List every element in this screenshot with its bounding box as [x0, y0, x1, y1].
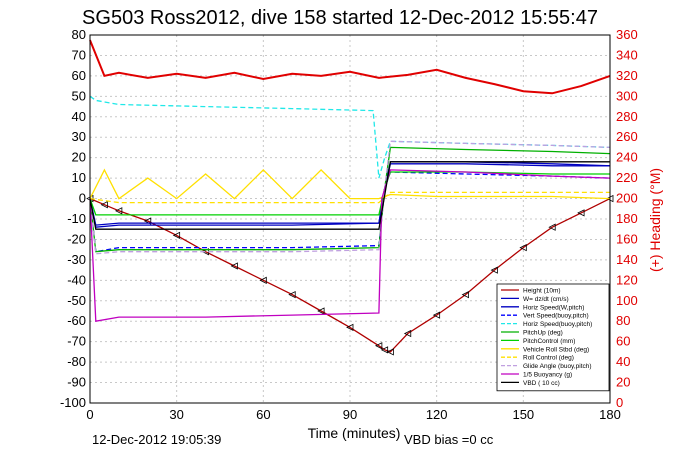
x-tick-label: 90 [343, 407, 357, 422]
y2-tick-label: 260 [616, 129, 638, 144]
legend-label-roll_control: Roll Control (deg) [523, 355, 574, 362]
x-tick-label: 120 [426, 407, 448, 422]
y2-tick-label: 140 [616, 252, 638, 267]
series-line-glide_angle [89, 140, 611, 255]
y-tick-label: 10 [72, 170, 86, 185]
y2-tick-label: 200 [616, 191, 638, 206]
height-marker [577, 209, 585, 217]
legend-label-horz_speed: Horiz Speed(W,pitch) [523, 304, 584, 311]
legend: Height (10m)W= dz/dt (cm/s)Horiz Speed(W… [496, 283, 610, 392]
y-tick-label: 0 [79, 191, 86, 206]
legend-label-pitch_up: PitchUp (deg) [523, 330, 563, 337]
legend-label-vehicle_roll: Vehicle Roll Stbd (deg) [523, 346, 589, 353]
y-tick-label: -20 [67, 231, 86, 246]
y2-tick-label: 300 [616, 88, 638, 103]
y2-tick-label: 20 [616, 375, 630, 390]
y-tick-label: 50 [72, 88, 86, 103]
y-tick-label: -90 [67, 375, 86, 390]
series-line-pitch_control [89, 171, 610, 216]
series-line-heading [89, 39, 611, 95]
y-tick-label: -50 [67, 293, 86, 308]
y2-tick-label: 0 [616, 395, 623, 410]
y-tick-label: -40 [67, 272, 86, 287]
y2-tick-label: 160 [616, 231, 638, 246]
chart-title: SG503 Ross2012, dive 158 started 12-Dec-… [82, 7, 598, 29]
height-marker [100, 201, 108, 209]
legend-label-height: Height (10m) [523, 288, 561, 295]
height-marker [490, 266, 498, 274]
y-tick-label: -100 [60, 395, 86, 410]
height-marker [461, 290, 469, 299]
height-marker [403, 329, 412, 338]
height-marker [230, 262, 238, 270]
legend-box [496, 283, 610, 392]
y2-tick-label: 180 [616, 211, 638, 226]
y2-tick-label: 80 [616, 313, 630, 328]
y-tick-label: 70 [72, 47, 86, 62]
height-marker [317, 307, 325, 315]
x-tick-label: 30 [169, 407, 183, 422]
height-marker [380, 346, 389, 354]
series-line-roll_control [89, 191, 610, 204]
height-marker [288, 290, 296, 299]
y-tick-label: -70 [67, 334, 86, 349]
y-tick-label: -10 [67, 211, 86, 226]
x-tick-label: 60 [256, 407, 270, 422]
legend-label-glide_angle: Glide Angle (buoy,pitch) [523, 363, 592, 370]
y2-tick-label: 40 [616, 354, 630, 369]
height-marker [172, 231, 181, 240]
height-marker [374, 342, 383, 350]
y-axis-ticks: 80 70 60 50 40 30 20 10 0 -10 -20 -30 -40 -50 -60 -70 -8… [60, 27, 86, 410]
height-marker [346, 323, 354, 332]
x-axis-ticks: 0 30 60 90 120 150 180 [86, 407, 620, 422]
legend-label-pitch_control: PitchControl (mm) [523, 338, 575, 345]
data-series [86, 39, 614, 356]
legend-label-buoyancy: 1/5 Buoyancy (g) [523, 372, 572, 379]
x-tick-label: 0 [86, 407, 93, 422]
y2-tick-label: 100 [616, 293, 638, 308]
y2-tick-label: 320 [616, 68, 638, 83]
height-marker [114, 207, 123, 215]
y-tick-label: 40 [72, 109, 86, 124]
legend-label-w: W= dz/dt (cm/s) [523, 296, 569, 303]
height-marker [519, 243, 527, 252]
height-marker [386, 348, 394, 356]
y2-tick-label: 240 [616, 150, 638, 165]
x-tick-label: 150 [512, 407, 534, 422]
y-tick-label: 80 [72, 27, 86, 42]
series-line-vbd [89, 161, 610, 230]
series-line-horz_speed [89, 161, 611, 226]
legend-label-vbd: VBD ( 10 cc) [523, 380, 560, 387]
height-marker [432, 311, 441, 319]
x-tick-label: 180 [599, 407, 621, 422]
y2-tick-label: 280 [616, 109, 638, 124]
y2-tick-label: 360 [616, 27, 638, 42]
series-line-vehicle_roll [89, 168, 611, 200]
height-marker [259, 276, 267, 284]
y2-tick-label: 220 [616, 170, 638, 185]
y2-tick-label: 120 [616, 272, 638, 287]
footer-timestamp: 12-Dec-2012 19:05:39 [92, 432, 221, 447]
x-axis-label: Time (minutes) [308, 425, 401, 441]
y-tick-label: 30 [72, 129, 86, 144]
y2-tick-label: 60 [616, 334, 630, 349]
legend-label-horz_speed_buoy: Horiz Speed(buoy,pitch) [523, 321, 592, 328]
y-tick-label: -80 [67, 354, 86, 369]
plot-frame [89, 34, 611, 404]
series-line-buoyancy [89, 169, 611, 322]
legend-label-vert_speed: Vert Speed(buoy,pitch) [523, 313, 589, 320]
y2-tick-label: 340 [616, 47, 638, 62]
y-tick-label: -30 [67, 252, 86, 267]
height-marker [548, 223, 556, 231]
y2-axis-ticks: 3603403203002802602402202001801601401201… [616, 27, 638, 410]
vbd-bias-note: VBD bias =0 cc [404, 432, 494, 447]
y-tick-label: 60 [72, 68, 86, 83]
series-line-height [89, 198, 611, 353]
y-tick-label: -60 [67, 313, 86, 328]
y2-axis-label: (+) Heading (°M) [647, 168, 663, 272]
y-tick-label: 20 [72, 150, 86, 165]
